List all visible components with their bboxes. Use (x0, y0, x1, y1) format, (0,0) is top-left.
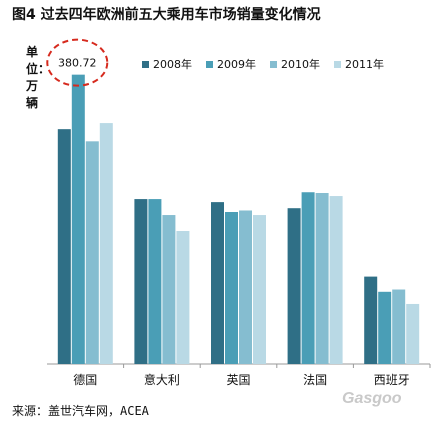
watermark-logo: Gasgoo (342, 390, 402, 407)
x-tick-label: 法国 (303, 373, 327, 387)
bar-3-2 (315, 193, 329, 364)
callout-ellipse (46, 38, 109, 87)
legend-swatch (142, 60, 149, 68)
x-tick-label: 英国 (226, 373, 250, 387)
source-note: 来源：盖世汽车网，ACEA (12, 404, 149, 418)
legend-label: 2009年 (217, 58, 256, 71)
legend-swatch (334, 60, 341, 68)
legend-item-2: 2010年 (270, 56, 320, 72)
legend-item-0: 2008年 (142, 56, 192, 72)
chart-title: 图4 过去四年欧洲前五大乘用车市场销量变化情况 (12, 7, 321, 23)
x-tick-label: 西班牙 (374, 373, 410, 387)
bar-0-1 (71, 74, 85, 364)
bar-1-3 (176, 231, 190, 364)
bar-4-0 (364, 276, 378, 364)
legend-swatch (206, 60, 213, 68)
bar-3-3 (329, 196, 343, 364)
bar-2-2 (239, 210, 252, 364)
x-tick-label: 德国 (73, 372, 97, 387)
bar-2-0 (211, 202, 224, 364)
bar-1-2 (162, 215, 176, 364)
bar-0-0 (57, 129, 71, 364)
legend-label: 2011年 (345, 58, 384, 71)
bar-2-3 (253, 215, 266, 364)
legend-label: 2008年 (153, 58, 192, 71)
bar-2-1 (225, 212, 238, 364)
bar-3-0 (287, 208, 301, 364)
bar-3-1 (301, 192, 315, 364)
legend-item-3: 2011年 (334, 56, 384, 72)
bar-1-1 (148, 199, 162, 364)
bar-1-0 (134, 199, 148, 364)
data-label: 380.72 (58, 57, 97, 70)
legend: 2008年 2009年 2010年 2011年 (142, 56, 384, 72)
legend-swatch (270, 60, 277, 68)
bar-0-2 (85, 141, 99, 364)
bar-4-2 (392, 289, 406, 364)
legend-item-1: 2009年 (206, 56, 256, 72)
bar-4-3 (406, 303, 420, 364)
bar-0-3 (99, 123, 113, 364)
bar-4-1 (378, 291, 392, 364)
x-tick-label: 意大利 (144, 372, 180, 387)
legend-label: 2010年 (281, 58, 320, 71)
